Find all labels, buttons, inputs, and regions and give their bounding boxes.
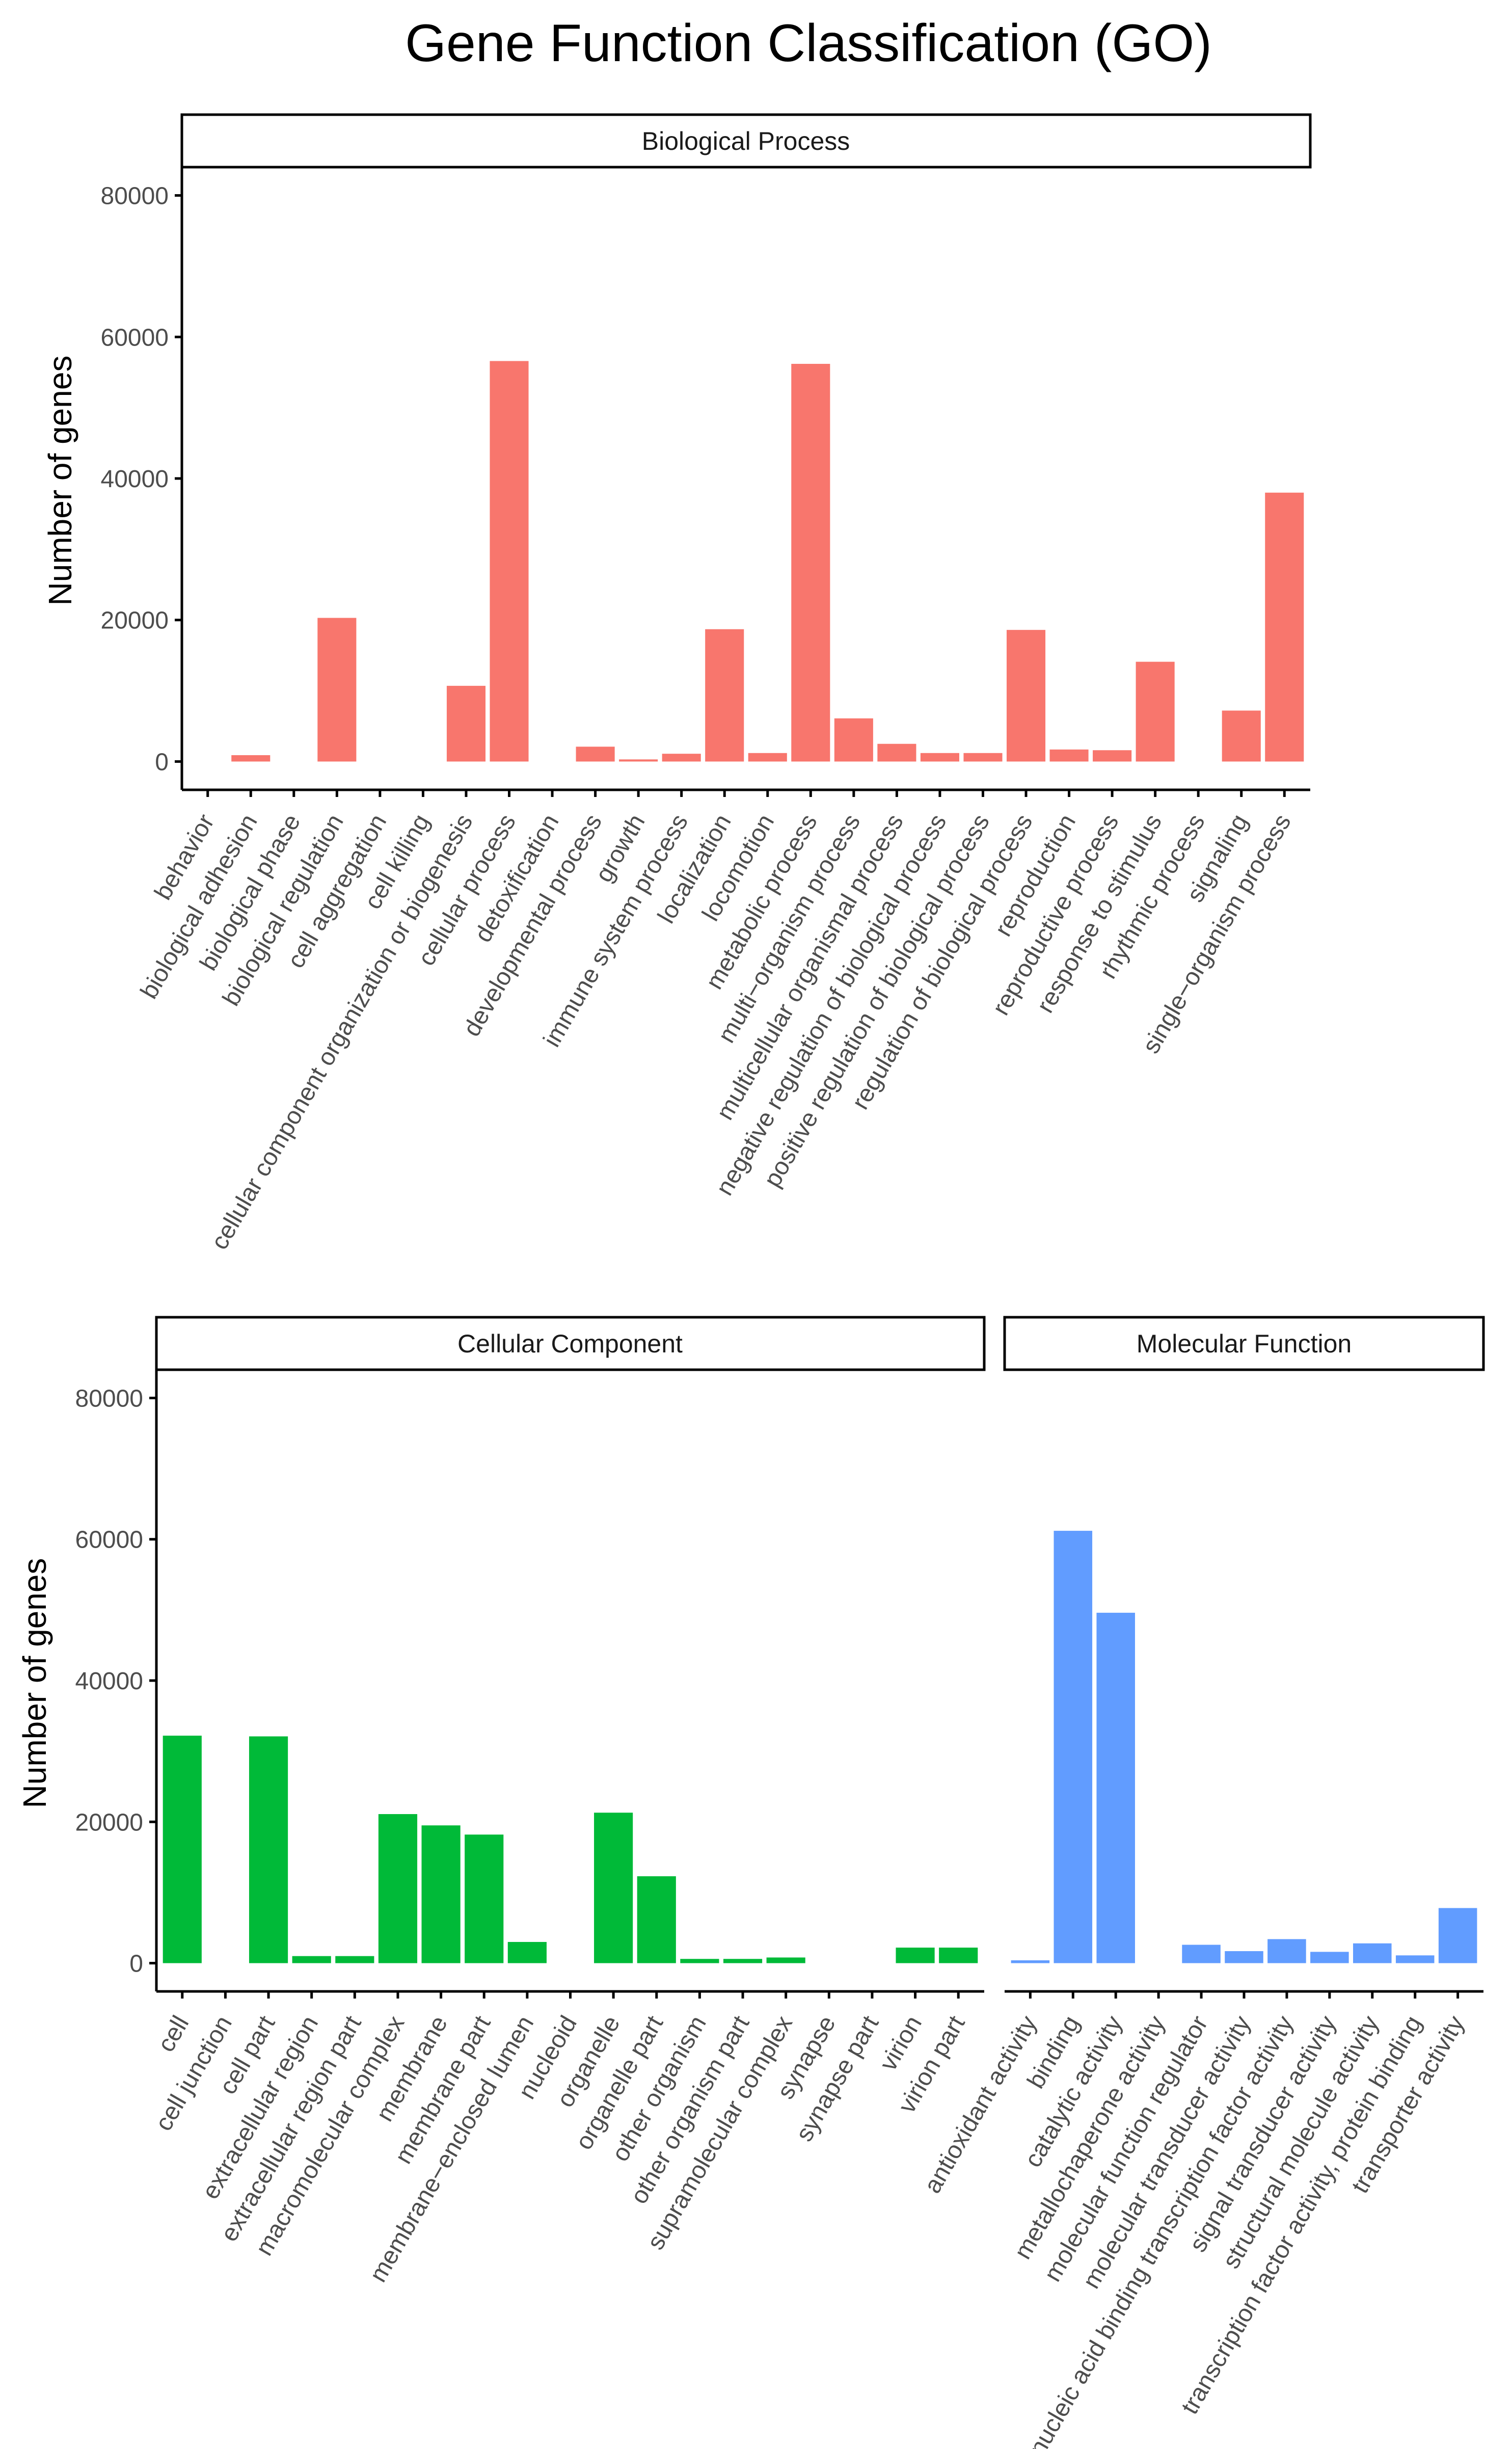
bp-bar-reproductive-process — [1093, 750, 1132, 762]
bp-bar-growth — [619, 759, 658, 762]
mf-bar-transporter-activity — [1438, 1908, 1477, 1963]
cc-bar-supramolecular-complex — [766, 1957, 805, 1963]
mf-bar-nucleic-acid-binding-transcription-factor-activity — [1267, 1939, 1306, 1963]
biological-process-panel: Biological Process Number of genes 0 2000… — [42, 113, 1312, 1254]
cc-y-ticks: 0 20000 40000 60000 80000 — [75, 1385, 156, 1978]
cc-bar-membrane — [421, 1825, 461, 1963]
bp-bar-signaling — [1222, 710, 1261, 762]
cc-bar-other-organism — [680, 1959, 719, 1963]
bp-bar-immune-system-process — [662, 754, 701, 762]
molecular-function-strip-label: Molecular Function — [1137, 1329, 1352, 1358]
cc-y-tick-label: 0 — [129, 1951, 143, 1978]
biological-process-strip-label: Biological Process — [642, 127, 850, 155]
mf-bar-molecular-function-regulator — [1182, 1945, 1221, 1963]
mf-bar-catalytic-activity — [1096, 1612, 1135, 1963]
cc-bar-macromolecular-complex — [378, 1814, 418, 1963]
cellular-component-strip — [155, 1316, 986, 1371]
bp-bar-cellular-component-organization-or-biogenesis — [446, 685, 486, 762]
bp-bar-multicellular-organismal-process — [877, 743, 916, 762]
bp-bar-localization — [705, 629, 744, 762]
bp-y-tick-label: 40000 — [101, 466, 169, 493]
cc-bar-extracellular-region-part — [335, 1956, 374, 1963]
cc-bar-virion-part — [939, 1948, 978, 1963]
cc-bar-virion — [896, 1948, 935, 1963]
cc-bar-organelle — [594, 1813, 633, 1963]
bp-bar-biological-adhesion — [231, 755, 271, 762]
bp-bar-cellular-process — [490, 361, 529, 762]
mf-bar-structural-molecule-activity — [1353, 1943, 1392, 1963]
bp-bar-biological-regulation — [317, 618, 357, 762]
mf-bar-binding — [1054, 1531, 1093, 1963]
bp-bar-single-organism-process — [1265, 492, 1304, 762]
cellular-component-panel: Cellular Component Number of genes 0 2000… — [16, 1316, 986, 2287]
mf-bar-antioxidant-activity — [1011, 1960, 1050, 1963]
cellular-component-strip-label: Cellular Component — [457, 1329, 683, 1358]
cc-bar-extracellular-region — [292, 1956, 331, 1963]
mf-bar-molecular-transducer-activity — [1225, 1951, 1263, 1963]
bp-bar-multi-organism-process — [834, 718, 873, 762]
bp-bar-metabolic-process — [791, 364, 830, 762]
cc-bars — [163, 1736, 978, 1963]
bp-y-axis-label: Number of genes — [42, 356, 78, 606]
mf-bar-transcription-factor-activity-protein-binding — [1395, 1955, 1435, 1963]
cc-bar-organelle-part — [637, 1876, 676, 1963]
cc-y-tick-label: 60000 — [75, 1527, 143, 1554]
bp-bar-negative-regulation-of-biological-process — [920, 753, 959, 762]
bp-bar-response-to-stimulus — [1136, 661, 1175, 762]
bp-y-tick-label: 0 — [155, 749, 169, 776]
cc-bar-membrane-part — [465, 1834, 504, 1963]
bp-bars — [231, 361, 1304, 762]
cc-bar-other-organism-part — [723, 1959, 763, 1963]
cc-bar-cell — [163, 1736, 202, 1963]
cc-y-tick-label: 80000 — [75, 1385, 143, 1412]
figure-title: Gene Function Classification (GO) — [405, 14, 1212, 73]
bp-y-ticks: 0 20000 40000 60000 80000 — [101, 183, 182, 776]
bp-bar-reproduction — [1049, 749, 1089, 762]
bp-bar-developmental-process — [576, 747, 615, 762]
cc-y-tick-label: 40000 — [75, 1668, 143, 1695]
biological-process-strip — [180, 113, 1312, 169]
bp-bar-regulation-of-biological-process — [1006, 630, 1046, 762]
bp-y-tick-label: 20000 — [101, 607, 169, 634]
bp-y-tick-label: 80000 — [101, 183, 169, 210]
cc-y-tick-label: 20000 — [75, 1809, 143, 1836]
bp-y-tick-label: 60000 — [101, 324, 169, 351]
molecular-function-strip — [1003, 1316, 1485, 1371]
cc-bar-membrane-enclosed-lumen — [507, 1941, 547, 1963]
cc-y-axis-label: Number of genes — [16, 1558, 53, 1808]
mf-bars — [1011, 1531, 1477, 1963]
cc-bar-cell-part — [249, 1736, 288, 1963]
bp-bar-positive-regulation-of-biological-process — [963, 753, 1003, 762]
mf-bar-signal-transducer-activity — [1310, 1952, 1349, 1963]
bp-bar-locomotion — [748, 753, 787, 762]
